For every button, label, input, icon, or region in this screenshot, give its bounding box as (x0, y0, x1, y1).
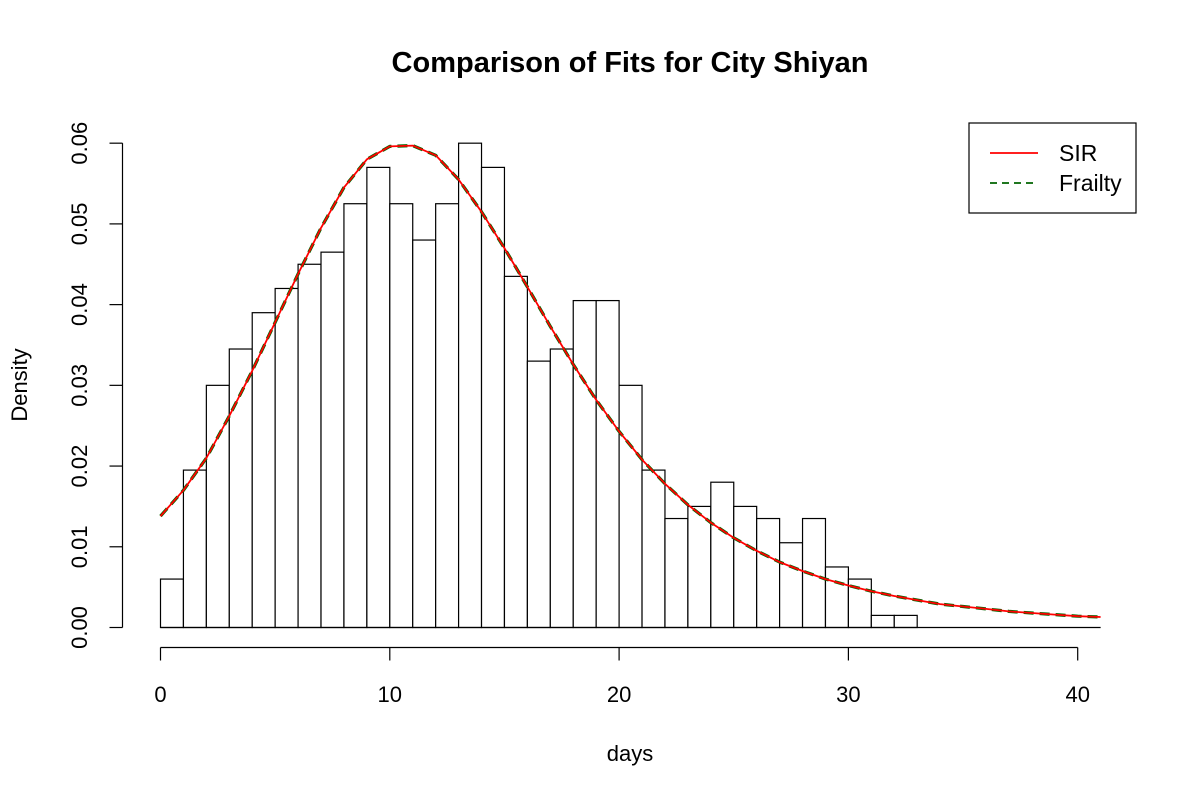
histogram-bar-10 (389, 203, 414, 629)
y-axis: 0.00 0.01 0.02 0.03 0.04 0.05 0.06 (67, 122, 124, 649)
y-tick-label-0.06: 0.06 (67, 122, 92, 165)
y-tick-label-0.00: 0.00 (67, 606, 92, 649)
histogram-bar-27 (779, 542, 804, 629)
y-tick-label-0.05: 0.05 (67, 202, 92, 245)
histogram-bar-5 (274, 287, 299, 629)
histogram-bar-25 (733, 505, 758, 629)
histogram-bar-20 (618, 384, 643, 629)
histogram-bar-17 (549, 348, 574, 629)
x-tick-label-10: 10 (378, 682, 402, 707)
histogram-bar-22 (664, 517, 689, 629)
histogram-bar-16 (526, 360, 551, 629)
x-axis: 0 10 20 30 40 (154, 646, 1090, 707)
x-tick-label-0: 0 (154, 682, 166, 707)
series-line-sir (159, 144, 1101, 618)
x-tick-label-30: 30 (836, 682, 860, 707)
x-tick-label-20: 20 (607, 682, 631, 707)
histogram-bar-24 (710, 481, 735, 629)
x-axis-label: days (607, 741, 653, 766)
chart-title: Comparison of Fits for City Shiyan (392, 47, 869, 79)
histogram-bar-31 (870, 614, 895, 629)
histogram-bar-13 (457, 142, 483, 629)
histogram-bar-11 (412, 239, 437, 629)
y-axis-label: Density (7, 348, 32, 421)
histogram-bar-7 (320, 251, 345, 629)
histogram-bar-23 (687, 505, 712, 629)
y-tick-label-0.04: 0.04 (67, 283, 92, 326)
x-tick-label-40: 40 (1065, 682, 1089, 707)
histogram-bar-18 (572, 299, 597, 629)
legend-label-sir: SIR (1059, 140, 1097, 166)
histogram-bar-29 (824, 566, 849, 629)
legend-box (968, 122, 1137, 214)
legend: SIR Frailty (968, 122, 1137, 214)
histogram-bars (159, 142, 1101, 629)
histogram-bar-6 (297, 263, 322, 629)
histogram-bar-19 (595, 299, 620, 629)
y-tick-label-0.02: 0.02 (67, 445, 92, 488)
histogram-bar-8 (343, 203, 368, 629)
histogram-bar-0 (159, 578, 185, 629)
histogram-bar-14 (480, 166, 506, 629)
histogram-bar-26 (756, 517, 781, 629)
histogram-bar-32 (893, 614, 918, 629)
histogram-bar-21 (641, 469, 666, 629)
histogram-bar-12 (435, 203, 460, 629)
y-tick-label-0.01: 0.01 (67, 525, 92, 568)
legend-label-frailty: Frailty (1059, 170, 1122, 196)
histogram-bar-15 (503, 275, 528, 629)
histogram-bar-1 (182, 469, 207, 629)
histogram-bar-9 (366, 166, 391, 629)
y-tick-label-0.03: 0.03 (67, 364, 92, 407)
fit-curves (159, 144, 1101, 619)
